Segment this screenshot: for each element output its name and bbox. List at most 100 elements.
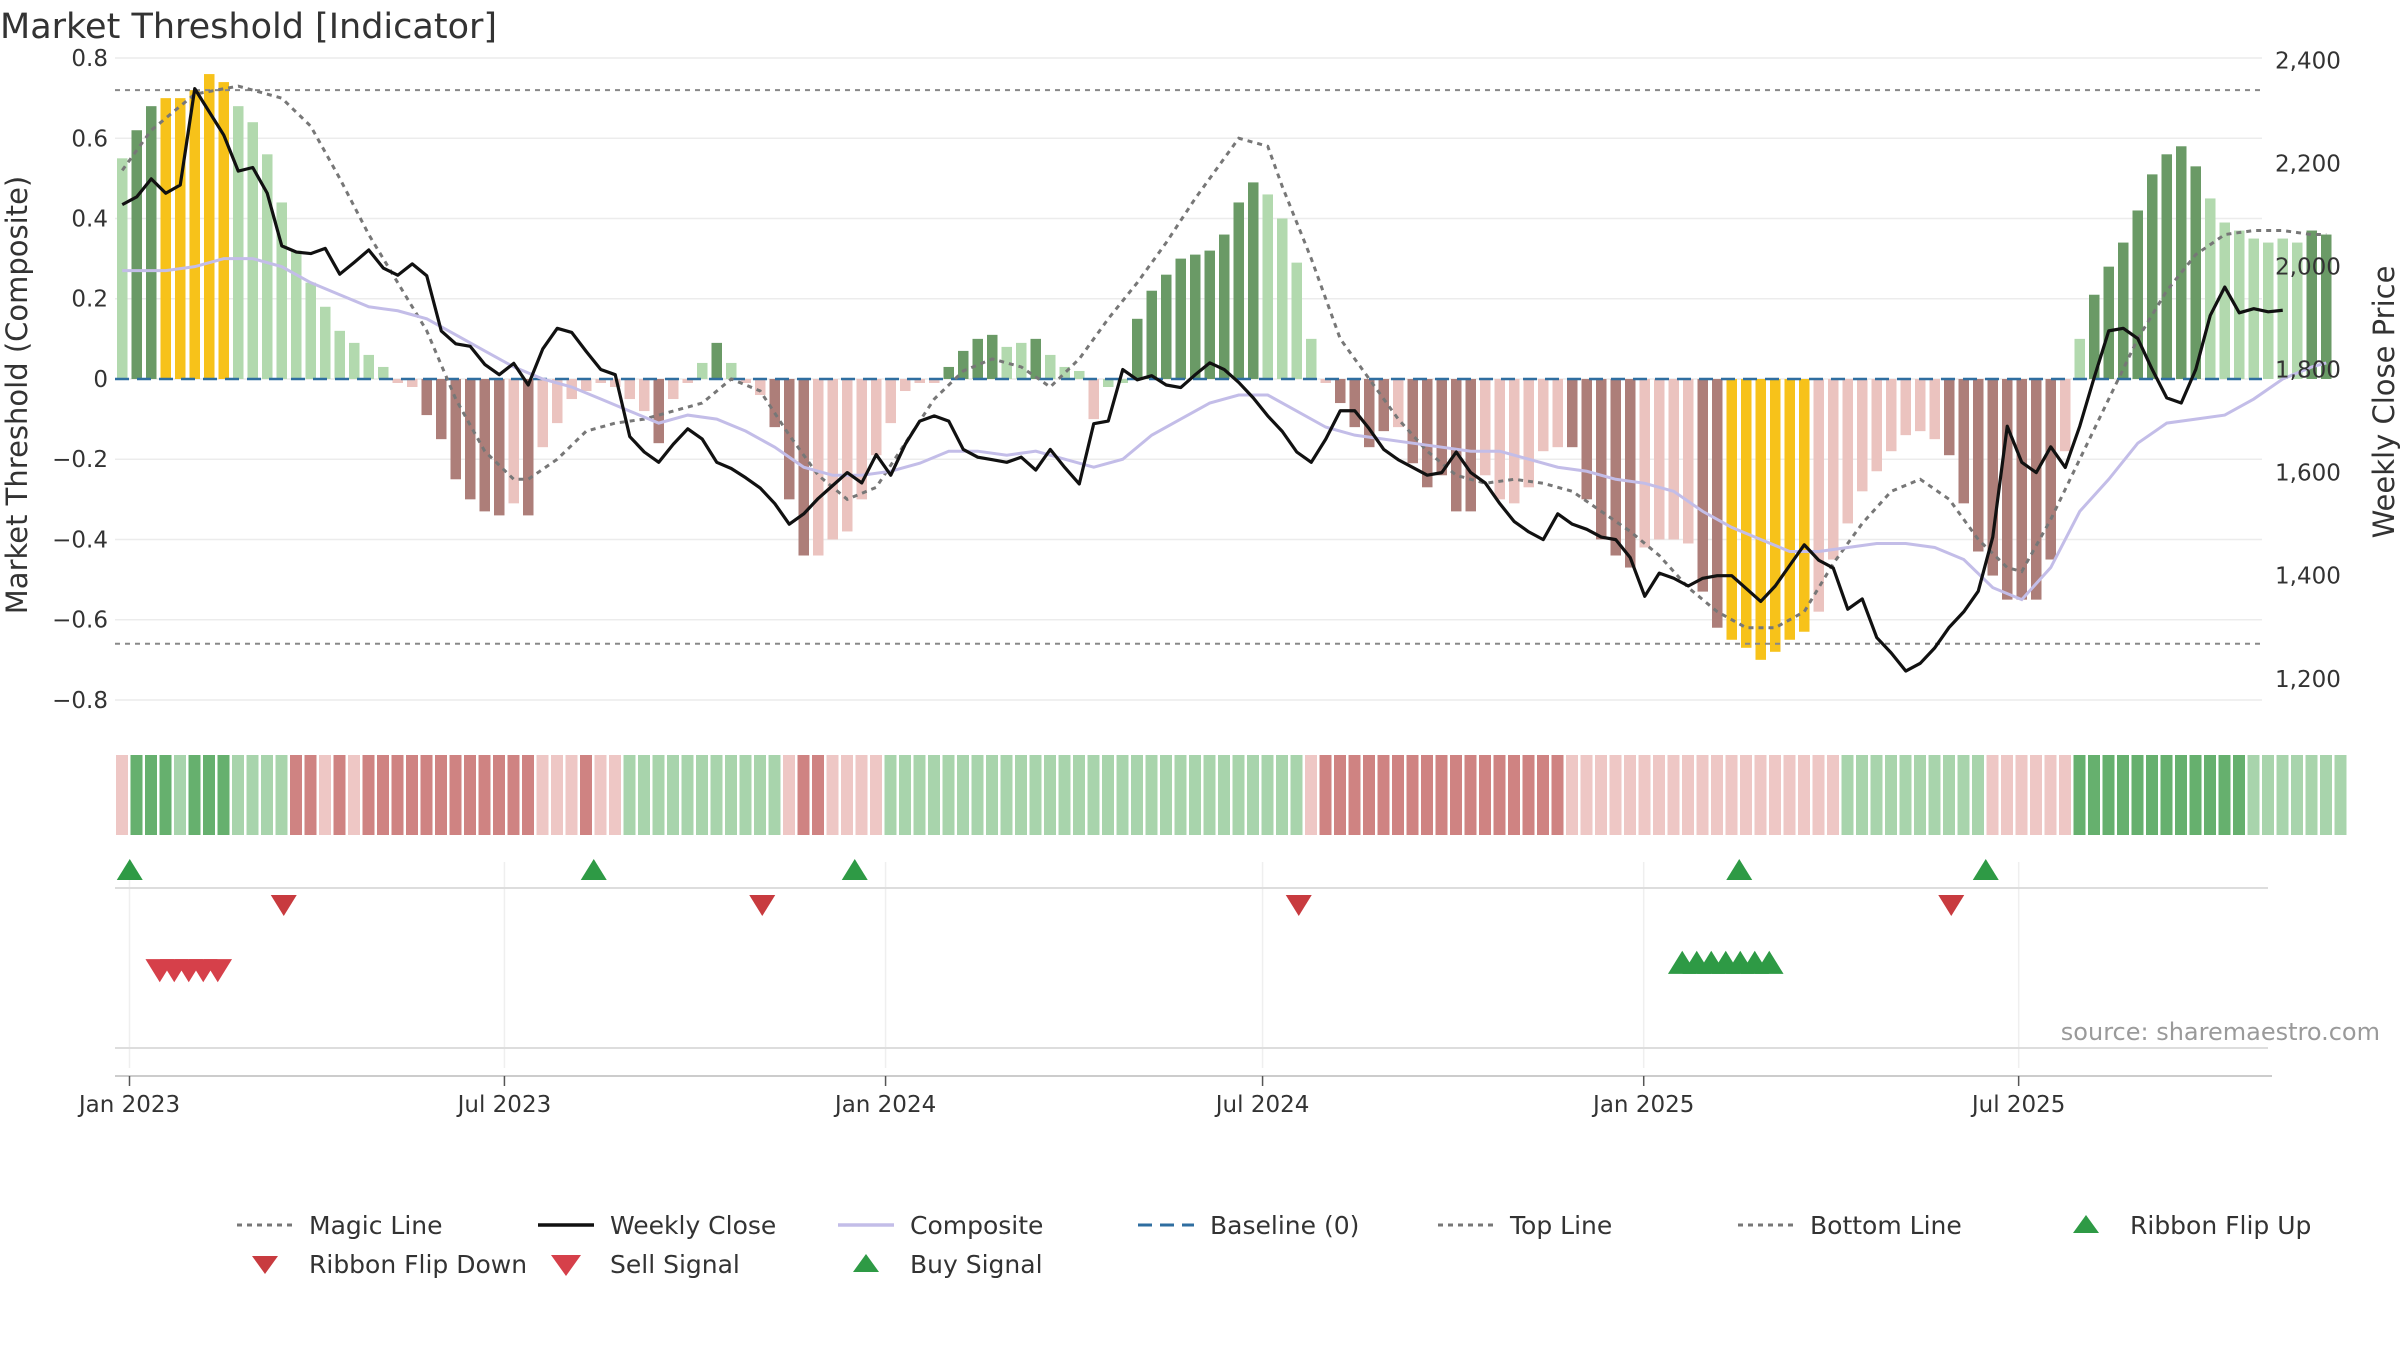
composite-bar: [987, 334, 998, 379]
x-tick-label: Jan 2023: [77, 1092, 180, 1118]
ribbon-cell: [290, 755, 302, 835]
composite-bar: [1625, 378, 1636, 568]
composite-bar: [624, 378, 635, 400]
composite-bar: [1828, 378, 1839, 560]
composite-bar: [1784, 378, 1795, 640]
magic-line: [121, 84, 2327, 630]
ribbon-cell: [1972, 755, 1984, 835]
composite-bar: [2321, 234, 2332, 379]
ribbon-cell: [2262, 755, 2274, 835]
ribbon-cell: [1189, 755, 1201, 835]
ribbon-cell: [1145, 755, 1158, 835]
y-tick-label: 0.6: [71, 126, 108, 152]
composite-bar: [2031, 378, 2042, 600]
ribbon-cell: [493, 755, 505, 835]
y-tick-label: −0.6: [52, 608, 108, 634]
composite-bar: [1697, 378, 1708, 592]
composite-bar: [769, 378, 780, 428]
y-tick-label: 0.8: [71, 46, 108, 72]
ribbon-cell: [1537, 755, 1549, 835]
x-tick-label: Jul 2025: [1970, 1092, 2066, 1118]
composite-bar: [1291, 262, 1302, 379]
composite-bar: [2277, 238, 2288, 379]
ribbon-cell: [536, 755, 549, 835]
composite-bar: [349, 342, 360, 379]
ribbon-cell: [1348, 755, 1361, 835]
composite-bar: [639, 378, 650, 412]
y2-tick-label: 2,400: [2275, 48, 2341, 74]
composite-bar: [1335, 378, 1346, 404]
axes: 0.8 0.6 0.4 0.2 0 −0.2 −0.4 −0.6 −0.8 2,400 2,200 2…: [52, 46, 2341, 1118]
ribbon-cell: [710, 755, 723, 835]
y-axis-title: Market Threshold (Composite): [0, 176, 34, 614]
ribbon-cell: [507, 755, 520, 835]
composite-bar: [581, 378, 592, 392]
ribbon-cell: [1827, 755, 1839, 835]
ribbon-flip-up-marker: [1726, 859, 1753, 880]
ribbon-cell: [2030, 755, 2042, 835]
ribbon-cell: [942, 755, 955, 835]
ribbon-cell: [580, 755, 592, 835]
ribbon-cell: [913, 755, 926, 835]
ribbon-cell: [406, 755, 418, 835]
ribbon-cell: [2160, 755, 2173, 835]
ribbon-cell: [884, 755, 897, 835]
composite-bar: [334, 330, 345, 379]
ribbon-cell: [449, 755, 462, 835]
composite-bar: [827, 378, 838, 540]
ribbon-cell: [2044, 755, 2057, 835]
composite-bar: [1146, 290, 1157, 379]
ribbon-cell: [304, 755, 317, 835]
composite-line: [122, 257, 2327, 602]
composite-bar: [2118, 242, 2129, 379]
ribbon-cell: [667, 755, 679, 835]
ribbon-cell: [1870, 755, 1883, 835]
composite-bar: [450, 378, 461, 480]
ribbon-cell: [1566, 755, 1578, 835]
composite-bars: [117, 74, 2332, 660]
ribbon-cell: [1363, 755, 1375, 835]
composite-bar: [1306, 338, 1317, 379]
ribbon-cell: [1711, 755, 1723, 835]
composite-bar: [1886, 378, 1897, 452]
ribbon-cell: [333, 755, 346, 835]
ribbon-cell: [1696, 755, 1709, 835]
y-tick-label: −0.4: [52, 527, 108, 553]
ribbon-cell: [1653, 755, 1665, 835]
ribbon-cell: [1508, 755, 1520, 835]
ribbon-cell: [899, 755, 911, 835]
signal-ribbon: [116, 755, 2347, 835]
composite-bar: [1494, 378, 1505, 500]
ribbon-cell: [2131, 755, 2144, 835]
ribbon-cell: [1624, 755, 1636, 835]
composite-bar: [943, 366, 954, 379]
ribbon-cell: [159, 755, 172, 835]
legend-down-triangle-icon: [252, 1256, 278, 1274]
y-tick-label: −0.8: [52, 688, 108, 714]
y-tick-label: −0.2: [52, 447, 108, 473]
composite-bar: [885, 378, 896, 424]
weekly-close-line: [121, 87, 2283, 673]
composite-bar: [2306, 230, 2317, 379]
legend-down-triangle-icon: [551, 1255, 581, 1276]
ribbon-cell: [1798, 755, 1810, 835]
legend-label: Bottom Line: [1810, 1211, 1962, 1240]
ribbon-cell: [1247, 755, 1259, 835]
legend-label: Buy Signal: [910, 1250, 1043, 1279]
source-note: source: sharemaestro.com: [2061, 1018, 2380, 1046]
composite-bar: [2089, 294, 2100, 379]
composite-bar: [1016, 342, 1027, 379]
ribbon-cell: [1740, 755, 1752, 835]
composite-bar: [2132, 210, 2143, 379]
ribbon-cell: [2334, 755, 2347, 835]
ribbon-cell: [1725, 755, 1738, 835]
ribbon-flip-up-marker: [116, 859, 143, 880]
composite-bar: [1915, 378, 1926, 432]
composite-bar: [1755, 378, 1766, 660]
ribbon-cell: [1783, 755, 1796, 835]
composite-bar: [131, 130, 142, 379]
ribbon-cell: [2015, 755, 2028, 835]
composite-bar: [508, 378, 519, 504]
ribbon-cell: [2233, 755, 2245, 835]
composite-bar: [189, 90, 200, 379]
